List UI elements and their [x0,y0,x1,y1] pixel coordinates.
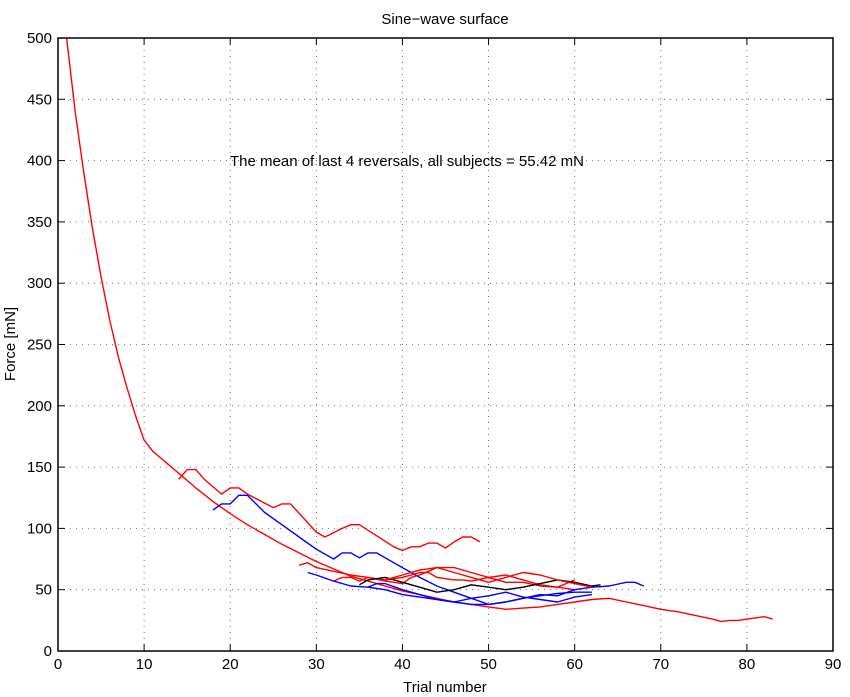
x-tick-label: 10 [136,656,153,673]
y-tick-label: 100 [27,520,52,537]
y-axis-label: Force [mN] [2,307,19,381]
y-tick-label: 400 [27,153,52,170]
x-tick-label: 70 [652,656,669,673]
chart-title: Sine−wave surface [381,11,508,28]
y-tick-label: 150 [27,459,52,476]
x-tick-label: 50 [480,656,497,673]
subject-1-line [65,37,773,623]
y-tick-label: 50 [35,582,52,599]
subject-5-line [333,566,575,591]
x-axis-label: Trial number [403,679,487,696]
x-tick-label: 80 [739,656,756,673]
y-tick-label: 0 [44,643,52,660]
mean-annotation: The mean of last 4 reversals, all subjec… [230,153,584,170]
y-tick-label: 250 [27,337,52,354]
y-tick-label: 300 [27,275,52,292]
y-tick-label: 350 [27,214,52,231]
x-tick-label: 90 [825,656,842,673]
subject-8-line [367,582,593,603]
subject-2-line [178,468,481,552]
x-tick-label: 30 [308,656,325,673]
x-tick-label: 20 [222,656,239,673]
x-tick-labels: 0 10 20 30 40 50 60 70 80 90 [54,656,842,673]
subject-9-line [385,566,593,588]
y-tick-label: 500 [27,30,52,47]
x-tick-label: 40 [394,656,411,673]
grid-lines [58,38,833,651]
y-tick-label: 450 [27,91,52,108]
y-tick-label: 200 [27,398,52,415]
subject-4-line [298,562,575,588]
data-series [65,37,773,623]
subject-6-line [307,571,644,606]
x-tick-label: 60 [566,656,583,673]
axes [57,37,834,652]
x-tick-label: 0 [54,656,62,673]
y-tick-labels: 0 50 100 150 200 250 300 350 400 450 500 [27,30,52,660]
